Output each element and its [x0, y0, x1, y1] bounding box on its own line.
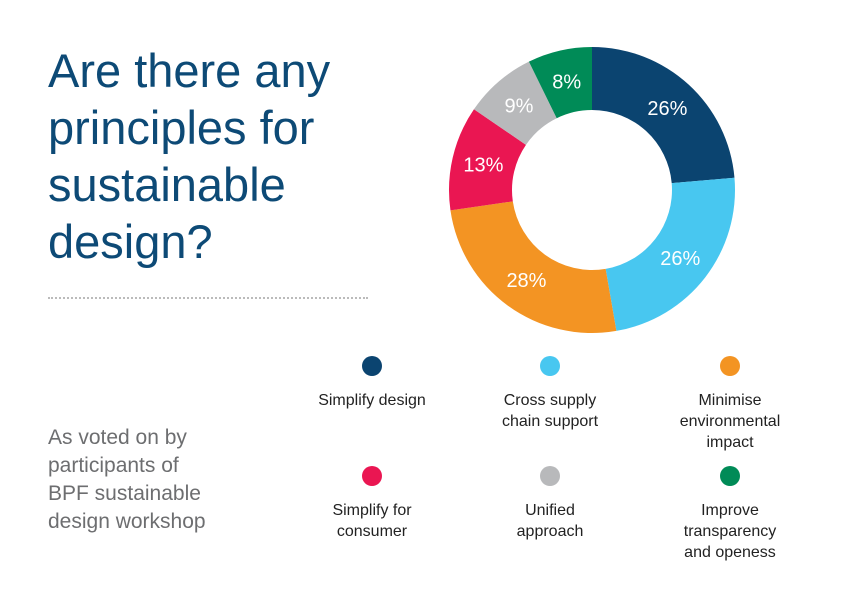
title-line: design?	[48, 215, 213, 268]
slice-label: 26%	[647, 98, 687, 120]
donut-slice	[450, 201, 617, 333]
slice-label: 8%	[552, 71, 581, 93]
legend-label: Minimise	[698, 392, 762, 409]
legend-item: Improve transparency and openess	[645, 466, 815, 563]
legend-label: chain support	[501, 413, 599, 430]
donut-slice	[528, 47, 592, 119]
legend-swatch	[540, 466, 560, 486]
legend-swatch	[540, 356, 560, 376]
subtitle-line: As voted on by	[48, 426, 187, 449]
legend-label: transparency	[683, 523, 777, 540]
subtitle-line: BPF sustainable	[48, 482, 201, 505]
slice-label: 13%	[463, 155, 503, 177]
legend-label: environmental	[679, 413, 781, 430]
dotted-divider	[48, 297, 368, 299]
legend-label: consumer	[336, 523, 408, 540]
slice-label: 28%	[506, 270, 546, 292]
legend-label: Simplify for	[332, 502, 412, 519]
title-line: Are there any	[48, 44, 331, 97]
donut-slice	[605, 177, 735, 331]
legend-label: approach	[516, 523, 584, 540]
page-title: Are there any principles for sustainable…	[48, 42, 408, 270]
legend-item: Simplify design	[287, 356, 457, 411]
legend-swatch	[362, 466, 382, 486]
legend-item: Unified approach	[465, 466, 635, 542]
donut-slice	[449, 109, 526, 211]
title-line: sustainable	[48, 158, 286, 211]
subtitle-line: participants of	[48, 454, 179, 477]
legend-swatch	[720, 466, 740, 486]
slice-label: 9%	[505, 96, 534, 118]
legend-label: Improve	[701, 502, 759, 519]
donut-slice	[473, 61, 557, 145]
subtitle: As voted on by participants of BPF susta…	[48, 424, 206, 536]
slice-label: 26%	[660, 248, 700, 270]
legend-label: and openess	[684, 544, 776, 561]
legend-item: Minimise environmental impact	[645, 356, 815, 453]
legend-label: Simplify design	[318, 392, 426, 409]
legend-item: Cross supply chain support	[465, 356, 635, 432]
legend-label: Cross supply	[503, 392, 597, 409]
title-line: principles for	[48, 101, 315, 154]
legend-item: Simplify for consumer	[287, 466, 457, 542]
legend-label: Unified	[525, 502, 575, 519]
donut-slice	[592, 47, 735, 184]
legend-label: impact	[706, 434, 754, 451]
legend-swatch	[362, 356, 382, 376]
subtitle-line: design workshop	[48, 510, 206, 533]
legend-swatch	[720, 356, 740, 376]
